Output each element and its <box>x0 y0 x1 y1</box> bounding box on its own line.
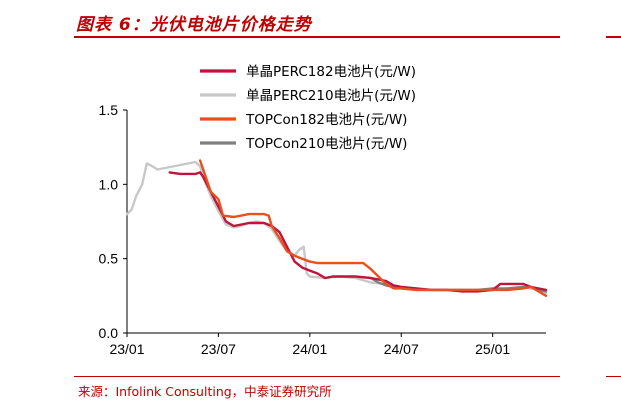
x-tick-label-4: 25/01 <box>475 341 510 357</box>
y-tick-label-0: 0.0 <box>99 325 119 341</box>
x-tick-label-0: 23/01 <box>109 341 144 357</box>
title-rule-continuation <box>606 36 621 38</box>
y-tick-label-2: 1.0 <box>99 176 119 192</box>
figure-header: 图表 6：光伏电池片价格走势 <box>0 0 621 40</box>
legend-label-3: TOPCon210电池片(元/W) <box>245 136 407 152</box>
title-rule <box>74 36 560 38</box>
x-tick-label-3: 24/07 <box>384 341 419 357</box>
x-tick-label-2: 24/01 <box>292 341 327 357</box>
legend-label-2: TOPCon182电池片(元/W) <box>245 112 407 128</box>
source-note: 来源：Infolink Consulting，中泰证券研究所 <box>78 384 332 399</box>
legend-label-0: 单晶PERC182电池片(元/W) <box>246 64 416 80</box>
legend-label-1: 单晶PERC210电池片(元/W) <box>246 88 416 104</box>
y-tick-label-3: 1.5 <box>99 102 119 118</box>
source-rule-continuation <box>606 376 621 377</box>
y-tick-label-1: 0.5 <box>99 251 119 267</box>
figure-title: 图表 6：光伏电池片价格走势 <box>76 15 312 35</box>
series-line-1 <box>125 160 548 295</box>
x-tick-label-1: 23/07 <box>201 341 236 357</box>
series-line-0 <box>168 171 548 293</box>
series-line-2 <box>198 159 548 297</box>
source-rule <box>74 376 560 377</box>
